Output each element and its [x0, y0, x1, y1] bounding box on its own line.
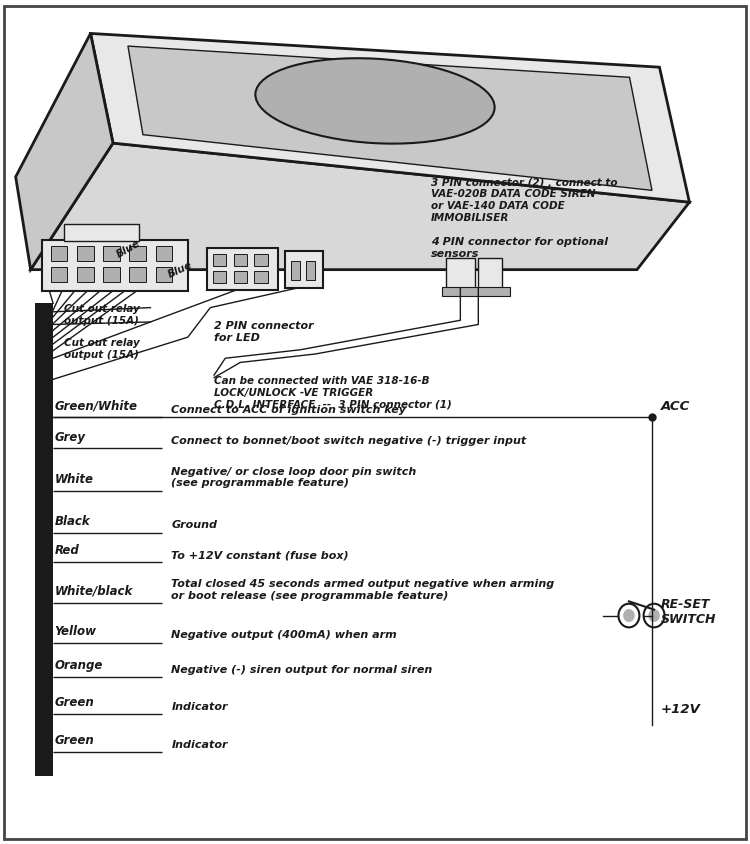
Text: White/black: White/black [55, 584, 133, 598]
Bar [285, 252, 322, 289]
Text: Green/White: Green/White [55, 399, 137, 412]
Text: Green: Green [55, 695, 94, 708]
Text: Indicator: Indicator [172, 701, 228, 711]
Bar [156, 246, 172, 262]
Bar [233, 255, 247, 267]
Text: Blue: Blue [114, 238, 142, 260]
Text: ACC: ACC [661, 400, 690, 413]
Bar [306, 262, 315, 280]
Text: Red: Red [55, 544, 80, 557]
Bar [254, 255, 268, 267]
Text: Orange: Orange [55, 658, 103, 672]
Polygon shape [128, 47, 652, 191]
Text: Black: Black [55, 514, 90, 528]
Text: Ground: Ground [172, 520, 217, 530]
Bar [442, 288, 510, 296]
Bar [212, 255, 226, 267]
Bar [51, 268, 68, 283]
Bar [35, 304, 53, 776]
Text: Connect to bonnet/boot switch negative (-) trigger input: Connect to bonnet/boot switch negative (… [172, 436, 526, 446]
Polygon shape [91, 35, 689, 203]
Text: Negative/ or close loop door pin switch
(see programmable feature): Negative/ or close loop door pin switch … [172, 466, 417, 488]
Circle shape [623, 609, 634, 622]
Text: Cut out relay
output (15A): Cut out relay output (15A) [64, 338, 140, 360]
Bar [212, 272, 226, 284]
Bar [130, 246, 146, 262]
Text: 4 PIN connector for optional
sensors: 4 PIN connector for optional sensors [431, 236, 608, 258]
Text: Blue: Blue [166, 259, 194, 279]
Polygon shape [31, 144, 689, 270]
Polygon shape [16, 35, 113, 270]
Text: White: White [55, 472, 94, 485]
Circle shape [644, 604, 664, 628]
Text: Indicator: Indicator [172, 739, 228, 749]
Text: Can be connected with VAE 318-16-B
LOCK/UNLOCK -VE TRIGGER
C.D.L. INTERFACE  -- : Can be connected with VAE 318-16-B LOCK/… [214, 376, 452, 408]
Text: 3 PIN connector (2) , connect to
VAE-020B DATA CODE SIREN
or VAE-140 DATA CODE
I: 3 PIN connector (2) , connect to VAE-020… [431, 177, 618, 222]
Bar [446, 258, 475, 289]
Text: Negative (-) siren output for normal siren: Negative (-) siren output for normal sir… [172, 664, 433, 674]
Text: Cut out relay
output (15A): Cut out relay output (15A) [64, 304, 140, 326]
Text: To +12V constant (fuse box): To +12V constant (fuse box) [172, 549, 349, 560]
Ellipse shape [255, 59, 495, 144]
Bar [233, 272, 247, 284]
Text: Yellow: Yellow [55, 624, 97, 637]
Circle shape [619, 604, 640, 628]
Bar [478, 258, 502, 289]
Circle shape [648, 609, 660, 622]
Bar [104, 246, 120, 262]
Text: Grey: Grey [55, 430, 86, 443]
Bar [291, 262, 300, 280]
Bar [254, 272, 268, 284]
Text: Negative output (400mA) when arm: Negative output (400mA) when arm [172, 630, 398, 640]
Text: Connect to ACC of ignition switch key: Connect to ACC of ignition switch key [172, 404, 406, 414]
Text: +12V: +12V [661, 702, 700, 715]
Bar [156, 268, 172, 283]
Bar [51, 246, 68, 262]
Bar [206, 248, 278, 290]
Bar [104, 268, 120, 283]
Text: Total closed 45 seconds armed output negative when arming
or boot release (see p: Total closed 45 seconds armed output neg… [172, 578, 555, 600]
Text: Green: Green [55, 733, 94, 746]
Bar [42, 241, 188, 291]
Text: RE-SET
SWITCH: RE-SET SWITCH [661, 598, 716, 625]
Bar [64, 225, 140, 241]
Bar [130, 268, 146, 283]
Bar [77, 246, 94, 262]
Bar [77, 268, 94, 283]
Text: 2 PIN connector
for LED: 2 PIN connector for LED [214, 321, 314, 343]
